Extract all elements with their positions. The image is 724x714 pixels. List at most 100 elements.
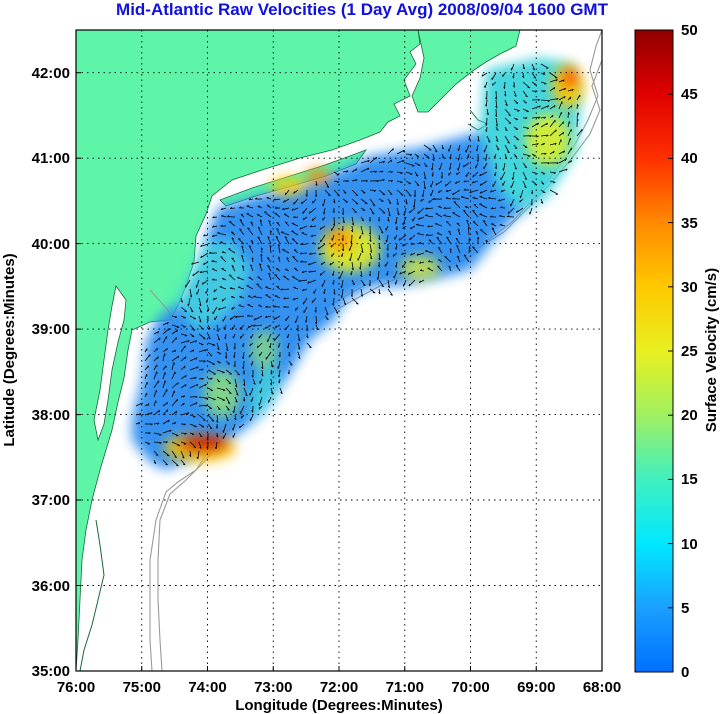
current-vector bbox=[153, 364, 158, 371]
colorbar-tick-label: 30 bbox=[681, 279, 698, 296]
current-vector-head bbox=[370, 257, 373, 260]
current-vector-head bbox=[217, 380, 221, 383]
current-vector-head bbox=[203, 262, 205, 265]
current-vector-head bbox=[298, 356, 301, 359]
current-vector bbox=[499, 215, 506, 218]
current-vector bbox=[144, 441, 150, 445]
current-vector-head bbox=[438, 190, 440, 193]
current-vector bbox=[239, 423, 245, 429]
current-vector bbox=[267, 265, 272, 272]
map-title: Mid-Atlantic Raw Velocities (1 Day Avg) … bbox=[116, 0, 608, 19]
current-vector-head bbox=[256, 283, 260, 285]
current-vector-head bbox=[247, 227, 250, 230]
colorbar-tick-label: 20 bbox=[681, 407, 698, 424]
y-tick-label: 40:00 bbox=[32, 236, 70, 253]
current-vector-head bbox=[490, 207, 493, 210]
current-vector-head bbox=[498, 199, 501, 202]
current-vector-head bbox=[571, 89, 574, 92]
current-vector bbox=[351, 168, 358, 173]
current-vector-head bbox=[372, 204, 376, 207]
current-vector-head bbox=[176, 326, 180, 328]
current-vector bbox=[302, 270, 308, 273]
current-vector bbox=[558, 139, 562, 146]
current-vector bbox=[396, 159, 405, 164]
current-vector bbox=[310, 234, 317, 237]
current-vector bbox=[171, 398, 178, 407]
current-vector-head bbox=[241, 254, 244, 257]
current-vector-head bbox=[292, 255, 295, 258]
current-vector bbox=[549, 72, 558, 79]
current-vector-head bbox=[351, 268, 354, 271]
current-vector-head bbox=[267, 265, 270, 267]
current-vector bbox=[396, 149, 405, 155]
current-vector bbox=[472, 197, 479, 200]
current-vector-head bbox=[475, 230, 478, 233]
current-vector bbox=[223, 423, 227, 433]
current-vector-head bbox=[530, 191, 533, 195]
current-vector-head bbox=[409, 154, 413, 156]
current-vector-head bbox=[383, 160, 386, 164]
current-vector-head bbox=[183, 395, 186, 398]
current-vector bbox=[339, 270, 344, 280]
current-vector-head bbox=[184, 433, 187, 435]
current-vector-head bbox=[311, 242, 315, 244]
y-tick-label: 35:00 bbox=[32, 663, 70, 680]
current-vector bbox=[409, 207, 416, 214]
current-vector bbox=[510, 198, 515, 207]
current-vector bbox=[369, 243, 373, 253]
current-vector bbox=[369, 207, 375, 215]
current-vector-head bbox=[264, 326, 267, 329]
current-vector bbox=[384, 261, 389, 267]
current-vector bbox=[191, 261, 200, 265]
current-vector bbox=[522, 81, 530, 89]
current-vector bbox=[239, 324, 245, 330]
current-vector bbox=[180, 450, 185, 459]
current-vector bbox=[311, 297, 317, 304]
current-vector-head bbox=[491, 227, 495, 230]
current-vector bbox=[229, 287, 236, 290]
current-vector-head bbox=[227, 363, 230, 365]
current-vector bbox=[378, 160, 385, 164]
current-vector bbox=[549, 180, 556, 183]
current-vector-head bbox=[570, 105, 573, 108]
current-vector bbox=[360, 225, 364, 235]
current-vector bbox=[479, 213, 488, 218]
current-vector bbox=[162, 328, 170, 335]
current-vector bbox=[283, 275, 290, 281]
current-vector-head bbox=[368, 232, 371, 235]
current-vector-head bbox=[216, 329, 219, 332]
current-vector bbox=[349, 252, 353, 261]
current-vector bbox=[153, 422, 160, 425]
current-vector bbox=[230, 315, 236, 321]
current-vector-head bbox=[269, 245, 272, 248]
current-vector bbox=[472, 210, 479, 218]
current-vector-head bbox=[479, 183, 482, 186]
current-vector-head bbox=[341, 212, 344, 215]
current-vector bbox=[273, 315, 281, 320]
current-vector-head bbox=[378, 237, 381, 240]
current-vector bbox=[270, 360, 274, 368]
current-vector-head bbox=[166, 402, 168, 405]
current-vector bbox=[513, 90, 517, 97]
current-vector bbox=[558, 121, 565, 128]
current-vector-head bbox=[194, 377, 197, 380]
current-vector bbox=[291, 276, 299, 281]
current-vector-head bbox=[218, 307, 221, 310]
current-vector-head bbox=[216, 420, 219, 423]
current-vector-head bbox=[402, 226, 404, 229]
current-vector-head bbox=[402, 243, 404, 247]
current-vector bbox=[153, 432, 162, 436]
current-vector bbox=[410, 225, 416, 230]
current-vector-head bbox=[261, 374, 264, 377]
colorbar-tick-label: 25 bbox=[681, 343, 698, 360]
current-vector bbox=[274, 212, 281, 218]
current-vector bbox=[256, 283, 263, 290]
current-vector-head bbox=[261, 247, 264, 250]
current-vector-head bbox=[278, 256, 281, 259]
current-vector bbox=[324, 189, 331, 197]
current-vector bbox=[504, 99, 508, 106]
current-vector bbox=[292, 256, 299, 263]
current-vector-head bbox=[270, 383, 272, 386]
current-vector-head bbox=[235, 385, 238, 388]
current-vector-head bbox=[421, 194, 424, 198]
